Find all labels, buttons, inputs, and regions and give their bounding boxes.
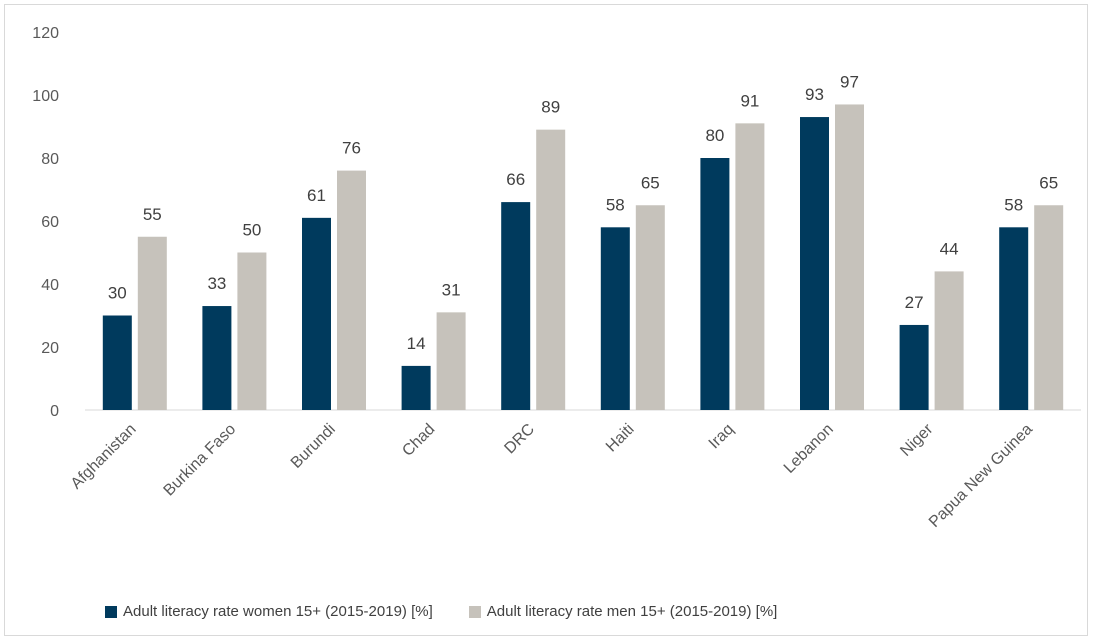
legend-item-men: Adult literacy rate men 15+ (2015-2019) … — [468, 603, 778, 620]
bar-women — [401, 365, 431, 410]
data-label: 93 — [805, 85, 824, 104]
bar-men — [635, 205, 665, 410]
x-tick-label: Lebanon — [781, 421, 837, 477]
x-tick-label: DRC — [501, 421, 538, 458]
data-label: 89 — [541, 98, 560, 117]
x-tick-label: Iraq — [706, 421, 738, 453]
x-tick-label: Burundi — [288, 421, 339, 472]
y-tick-label: 40 — [41, 277, 59, 294]
y-tick-label: 80 — [41, 151, 59, 168]
data-label: 50 — [242, 221, 261, 240]
y-tick-label: 60 — [41, 214, 59, 231]
data-label: 27 — [905, 293, 924, 312]
legend-label-women: Adult literacy rate women 15+ (2015-2019… — [123, 603, 433, 620]
legend-label-men: Adult literacy rate men 15+ (2015-2019) … — [486, 603, 778, 620]
x-tick-label: Afghanistan — [68, 421, 140, 493]
bar-women — [999, 227, 1029, 410]
y-tick-label: 0 — [50, 403, 59, 420]
x-tick-label: Burkina Faso — [161, 421, 240, 500]
bar-women — [501, 202, 531, 410]
data-label: 33 — [207, 274, 226, 293]
bar-men — [137, 236, 167, 410]
data-label: 91 — [740, 91, 759, 110]
data-label: 31 — [442, 280, 461, 299]
bar-men — [536, 129, 566, 410]
legend: Adult literacy rate women 15+ (2015-2019… — [105, 603, 813, 620]
chart-area: 0 20 40 60 80 100 120 30 55 Afghanistan 33 50 Burkin… — [4, 4, 1088, 636]
bar-women — [800, 117, 829, 411]
bar-men — [436, 312, 466, 410]
data-label: 65 — [1039, 173, 1058, 192]
data-label: 97 — [840, 72, 859, 91]
bar-men — [237, 252, 267, 410]
data-label: 30 — [108, 284, 127, 303]
bar-women — [102, 315, 132, 410]
bar-men — [835, 104, 864, 410]
bar-chart: 0 20 40 60 80 100 120 30 55 Afghanistan 33 50 Burkin… — [32, 25, 1081, 531]
bar-men — [934, 271, 964, 410]
bar-men — [735, 123, 765, 410]
data-label: 76 — [342, 139, 361, 158]
y-tick-label: 20 — [41, 340, 59, 357]
data-label: 58 — [1004, 195, 1023, 214]
legend-swatch-men — [468, 605, 481, 618]
x-tick-label: Haiti — [603, 421, 638, 456]
x-tick-label: Chad — [399, 421, 438, 460]
bar-men — [337, 170, 366, 410]
data-label: 66 — [506, 170, 525, 189]
data-label: 14 — [407, 334, 426, 353]
data-label: 44 — [940, 239, 959, 258]
legend-item-women: Adult literacy rate women 15+ (2015-2019… — [105, 603, 433, 620]
data-label: 65 — [641, 173, 660, 192]
legend-swatch-women — [105, 605, 117, 618]
x-tick-label: Niger — [897, 420, 937, 460]
bar-women — [700, 158, 730, 410]
bar-women — [202, 306, 232, 410]
x-tick-label: Papua New Guinea — [926, 421, 1036, 531]
data-label: 80 — [705, 126, 724, 145]
bar-women — [600, 227, 630, 410]
data-label: 58 — [606, 195, 625, 214]
bar-women — [899, 324, 929, 410]
data-label: 55 — [143, 205, 162, 224]
bar-women — [302, 217, 331, 410]
y-tick-label: 120 — [32, 25, 59, 42]
data-label: 61 — [307, 186, 326, 205]
bar-men — [1034, 205, 1064, 410]
y-tick-label: 100 — [32, 88, 59, 105]
